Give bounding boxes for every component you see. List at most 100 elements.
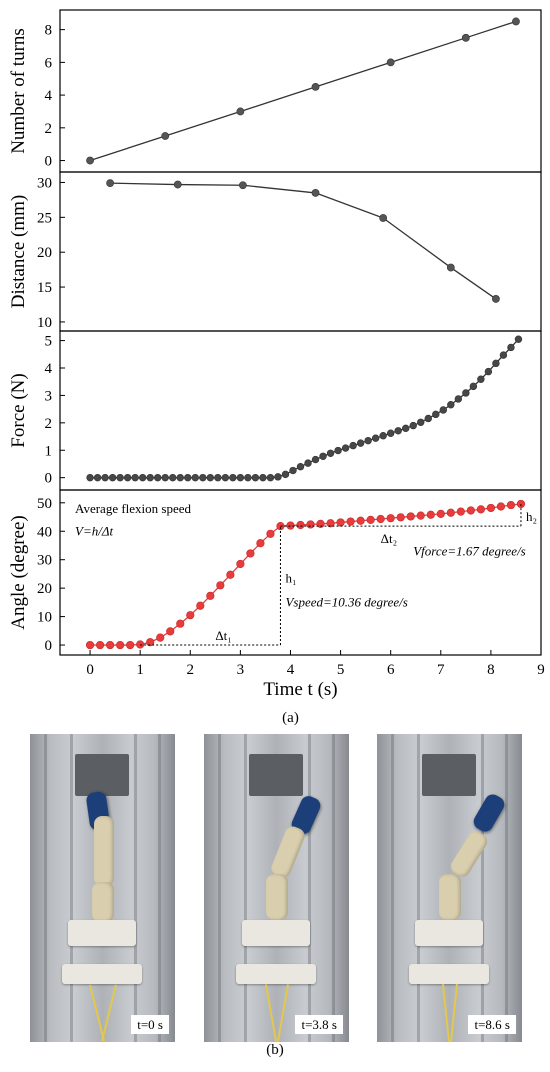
photo-time-label: t=8.6 s bbox=[468, 1015, 516, 1034]
y-tick-label: 2 bbox=[45, 121, 53, 137]
panel-frame bbox=[59, 171, 542, 332]
y-tick-label: 0 bbox=[45, 154, 53, 170]
data-point bbox=[409, 421, 417, 430]
data-point bbox=[346, 517, 355, 526]
y-tick-label: 10 bbox=[37, 315, 52, 331]
data-point bbox=[446, 263, 455, 272]
data-point bbox=[486, 503, 495, 513]
data-point bbox=[349, 441, 357, 450]
data-point bbox=[176, 473, 184, 482]
data-point bbox=[146, 638, 155, 647]
data-point bbox=[436, 509, 445, 518]
data-point bbox=[484, 367, 493, 376]
data-point bbox=[126, 640, 135, 650]
data-point bbox=[296, 520, 305, 530]
photo-time-label: t=3.8 s bbox=[295, 1015, 343, 1034]
y-tick-label: 10 bbox=[37, 610, 52, 626]
x-tick-label: 5 bbox=[337, 662, 345, 678]
data-point bbox=[259, 473, 267, 482]
data-point bbox=[319, 452, 327, 460]
series-line bbox=[110, 182, 497, 300]
annotation-dt2: Δt₂ bbox=[381, 531, 398, 546]
data-point bbox=[131, 473, 139, 482]
annotation-title: Average flexion speed bbox=[75, 501, 191, 516]
y-tick-label: 50 bbox=[37, 496, 52, 512]
sublabel-b: (b) bbox=[266, 1042, 284, 1058]
data-point bbox=[492, 359, 500, 368]
y-tick-label: 15 bbox=[37, 280, 52, 296]
data-point bbox=[146, 473, 154, 482]
data-point bbox=[439, 406, 447, 414]
photo-strip-b: t=0 s t=3.8 s t=8.6 s bbox=[0, 730, 550, 1072]
data-point bbox=[246, 549, 255, 558]
data-point bbox=[169, 473, 177, 482]
data-point bbox=[123, 473, 132, 482]
data-point bbox=[311, 83, 320, 91]
data-point bbox=[93, 473, 102, 482]
y-tick-label: 40 bbox=[37, 524, 52, 540]
data-point bbox=[199, 473, 207, 482]
data-point bbox=[206, 591, 215, 600]
y-axis-label: Angle (degree) bbox=[8, 515, 29, 629]
y-axis-label: Distance (mm) bbox=[8, 195, 29, 308]
data-point bbox=[476, 505, 485, 514]
data-point bbox=[266, 529, 275, 538]
data-point bbox=[289, 466, 297, 475]
x-tick-label: 4 bbox=[287, 662, 295, 678]
annotation-formula: V=h/Δt bbox=[75, 524, 113, 539]
data-point bbox=[386, 514, 395, 523]
data-point bbox=[311, 455, 320, 464]
data-point bbox=[447, 401, 455, 409]
data-point bbox=[85, 640, 95, 650]
y-tick-label: 2 bbox=[45, 416, 53, 432]
data-point bbox=[386, 429, 395, 437]
data-point bbox=[86, 156, 94, 165]
data-point bbox=[191, 473, 199, 482]
data-point bbox=[492, 295, 500, 303]
x-axis-label: Time t (s) bbox=[263, 679, 337, 700]
data-point bbox=[462, 389, 470, 397]
data-point bbox=[116, 640, 125, 650]
x-tick-label: 9 bbox=[537, 662, 545, 678]
data-point bbox=[341, 444, 350, 452]
data-point bbox=[356, 516, 365, 525]
data-point bbox=[514, 335, 523, 343]
data-point bbox=[466, 506, 475, 515]
data-point bbox=[221, 473, 230, 482]
y-tick-label: 8 bbox=[45, 23, 53, 39]
annotation-vspeed: Vspeed=10.36 degree/s bbox=[285, 595, 407, 610]
y-tick-label: 30 bbox=[37, 553, 52, 569]
y-tick-label: 20 bbox=[37, 245, 52, 261]
data-point bbox=[417, 418, 425, 426]
data-point bbox=[469, 382, 478, 391]
data-point bbox=[184, 473, 192, 482]
sublabel-a: (a) bbox=[282, 710, 299, 726]
data-point bbox=[371, 434, 380, 442]
x-tick-label: 3 bbox=[237, 662, 245, 678]
photo-t86: t=8.6 s bbox=[377, 734, 522, 1042]
data-point bbox=[226, 570, 235, 579]
data-point bbox=[138, 473, 147, 482]
photo-t0: t=0 s bbox=[30, 734, 175, 1042]
data-point bbox=[176, 619, 185, 628]
y-tick-label: 20 bbox=[37, 581, 52, 597]
y-axis-label: Force (N) bbox=[8, 373, 29, 447]
data-point bbox=[424, 414, 432, 423]
x-tick-label: 0 bbox=[86, 662, 94, 678]
data-point bbox=[281, 470, 290, 479]
data-point bbox=[326, 519, 335, 528]
data-point bbox=[101, 473, 109, 482]
y-tick-label: 0 bbox=[45, 638, 53, 654]
data-point bbox=[173, 180, 182, 189]
data-point bbox=[274, 473, 282, 481]
photo-time-label: t=0 s bbox=[131, 1015, 169, 1034]
data-point bbox=[396, 513, 405, 522]
data-point bbox=[306, 520, 315, 529]
data-point bbox=[296, 462, 305, 471]
data-point bbox=[238, 181, 247, 190]
data-point bbox=[108, 473, 117, 482]
panel-0: 0 2 4 6 8 Number of turns bbox=[8, 9, 542, 173]
data-point bbox=[507, 343, 515, 352]
data-point bbox=[136, 640, 145, 649]
